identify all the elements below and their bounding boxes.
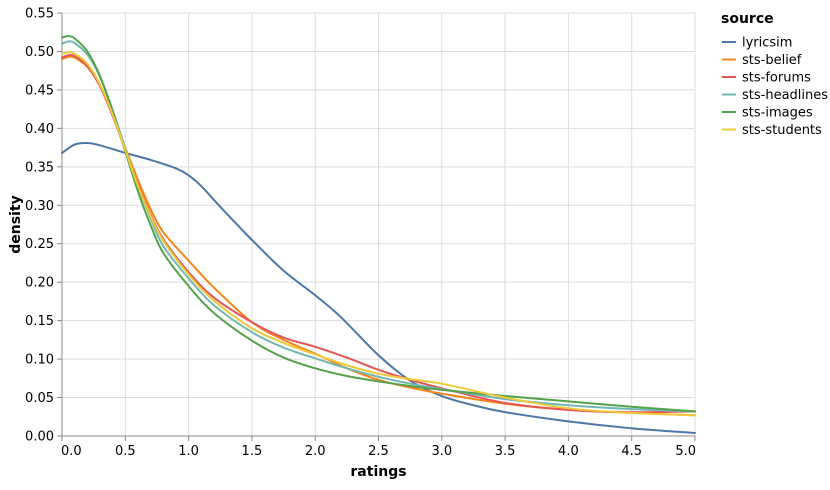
legend-label-sts-images: sts-images	[742, 106, 813, 121]
legend-title: source	[721, 11, 774, 27]
x-tick-label: 3.5	[495, 444, 516, 459]
y-tick-label: 0.50	[25, 45, 54, 60]
y-tick-label: 0.40	[25, 122, 54, 137]
grid	[61, 12, 696, 437]
y-tick-label: 0.00	[25, 430, 54, 445]
y-tick-label: 0.55	[25, 7, 54, 22]
series-line-sts-images	[61, 35, 696, 413]
y-tick-label: 0.10	[25, 353, 54, 368]
series-lines	[61, 35, 696, 434]
legend-label-sts-belief: sts-belief	[742, 53, 802, 68]
series-line-lyricsim	[61, 141, 696, 434]
x-tick-label: 0.5	[115, 444, 136, 459]
legend: source lyricsim sts-belief sts-forums sts-h…	[721, 11, 828, 138]
legend-label-lyricsim: lyricsim	[742, 36, 792, 51]
y-tick-label: 0.15	[25, 314, 54, 329]
x-tick-label: 1.5	[242, 444, 263, 459]
legend-items: lyricsim sts-belief sts-forums sts-headline…	[722, 36, 828, 138]
y-tick-label: 0.30	[25, 199, 54, 214]
legend-label-sts-headlines: sts-headlines	[742, 88, 828, 103]
x-tick-label: 2.0	[305, 444, 326, 459]
axes: 0.0 0.5 1.0 1.5 2.0 2.5 3.0 3.5 4.0 4.5 5.0 0.00 0.0…	[25, 7, 696, 460]
x-tick-label: 4.0	[558, 444, 579, 459]
y-tick-label: 0.05	[25, 391, 54, 406]
x-tick-label: 4.5	[621, 444, 642, 459]
y-axis-title: density	[8, 195, 24, 253]
x-tick-label: 0.0	[61, 444, 82, 459]
series-line-sts-students	[61, 51, 696, 417]
y-tick-label: 0.25	[25, 237, 54, 252]
y-tick-label: 0.20	[25, 276, 54, 291]
y-tick-label: 0.45	[25, 83, 54, 98]
x-axis-title: ratings	[350, 464, 406, 480]
x-tick-label: 3.0	[431, 444, 452, 459]
x-tick-label: 5.0	[675, 444, 696, 459]
x-tick-label: 1.0	[178, 444, 199, 459]
legend-label-sts-forums: sts-forums	[742, 71, 811, 86]
y-tick-label: 0.35	[25, 160, 54, 175]
legend-label-sts-students: sts-students	[742, 123, 822, 138]
x-tick-label: 2.5	[368, 444, 389, 459]
